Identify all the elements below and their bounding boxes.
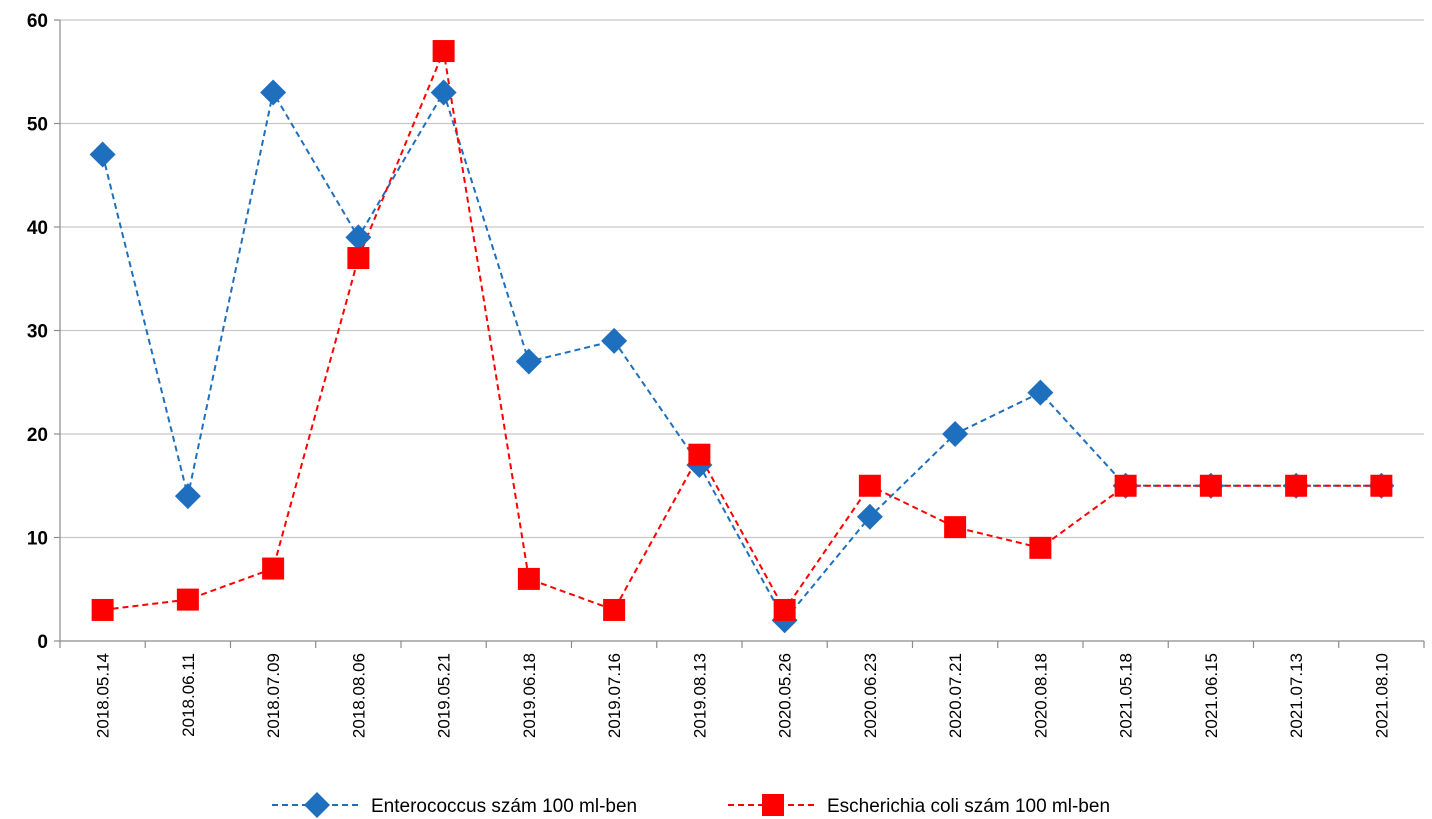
gridlines (60, 19, 1424, 539)
y-tick-label: 0 (37, 632, 48, 653)
legend-marker-2 (762, 794, 784, 816)
x-tick-label: 2021.06.15 (1202, 653, 1221, 738)
square-marker (603, 598, 626, 621)
x-tick-label: 2020.07.21 (946, 653, 965, 738)
square-marker (858, 474, 881, 497)
square-marker (91, 598, 114, 621)
square-marker (1029, 536, 1052, 559)
x-tick-label: 2018.07.09 (264, 653, 283, 738)
x-tick-label: 2019.08.13 (690, 653, 709, 738)
x-tick-label: 2019.05.21 (435, 653, 454, 738)
legend-marker-1 (304, 792, 330, 818)
square-marker (944, 516, 967, 539)
diamond-marker (260, 79, 287, 106)
axes: 0 10 20 30 40 50 60 2018.05.14 2018.06.11 2018.07… (27, 11, 1425, 738)
diamond-marker (856, 503, 883, 530)
x-tick-label: 2018.08.06 (349, 653, 368, 738)
square-marker (347, 247, 370, 270)
legend-label-2: Escherichia coli szám 100 ml-ben (827, 796, 1110, 817)
x-tick-label: 2019.07.16 (605, 653, 624, 738)
diamond-marker (174, 483, 201, 510)
diamond-marker (89, 141, 116, 168)
x-tick-label: 2018.05.14 (94, 653, 113, 738)
square-marker (1370, 474, 1393, 497)
x-tick-label: 2018.06.11 (179, 653, 198, 737)
series-markers (89, 40, 1395, 634)
diamond-marker (515, 348, 542, 375)
square-marker (432, 40, 455, 63)
series-lines (101, 47, 1382, 623)
square-marker (688, 443, 711, 466)
series-line-1 (101, 89, 1382, 623)
y-tick-label: 40 (27, 218, 48, 239)
series-line-2 (102, 47, 1382, 612)
diamond-marker (1027, 379, 1054, 406)
x-tick-label: 2020.05.26 (776, 653, 795, 738)
x-tick-label: 2020.06.23 (861, 653, 880, 738)
x-tick-label: 2021.05.18 (1117, 653, 1136, 738)
diamond-marker (430, 79, 457, 106)
y-tick-label: 30 (27, 322, 48, 343)
square-marker (176, 588, 199, 611)
y-tick-label: 50 (27, 115, 48, 136)
diamond-marker (345, 224, 372, 251)
square-marker (1199, 474, 1222, 497)
y-tick-label: 60 (27, 11, 48, 32)
square-marker (773, 598, 796, 621)
square-marker (517, 567, 540, 590)
x-tick-label: 2019.06.18 (520, 653, 539, 738)
diamond-marker (601, 327, 628, 354)
square-marker (1114, 474, 1137, 497)
y-tick-label: 20 (27, 425, 48, 446)
legend-label-1: Enterococcus szám 100 ml-ben (371, 796, 637, 817)
legend: Enterococcus szám 100 ml-ben Escherichia … (272, 792, 1110, 818)
x-tick-label: 2021.07.13 (1287, 653, 1306, 738)
x-tick-label: 2021.08.10 (1372, 653, 1391, 738)
square-marker (1285, 474, 1308, 497)
square-marker (262, 557, 285, 580)
x-tick-label: 2020.08.18 (1031, 653, 1050, 738)
y-tick-label: 10 (27, 529, 48, 550)
diamond-marker (942, 421, 969, 447)
